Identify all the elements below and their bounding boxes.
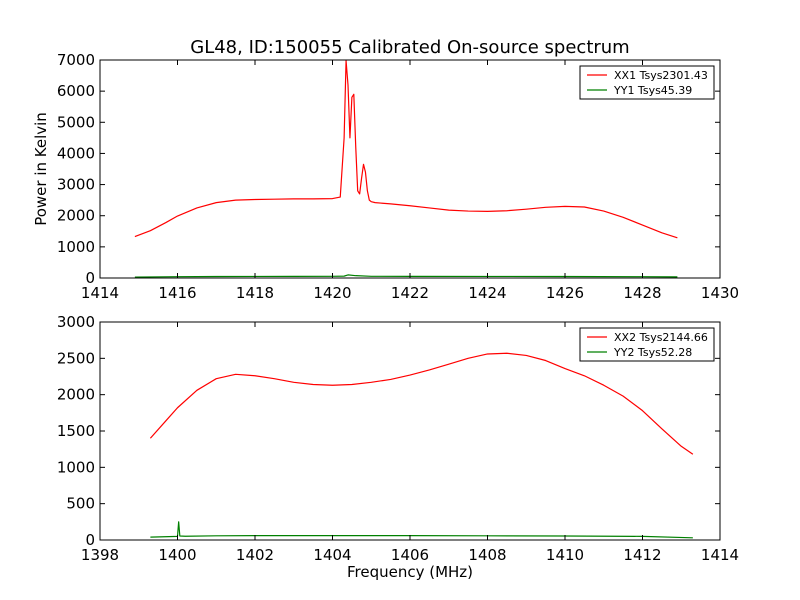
x-tick-label: 1414 <box>701 546 739 564</box>
x-tick-label: 1406 <box>391 546 429 564</box>
y-tick-label: 1500 <box>57 422 95 440</box>
y-tick-label: 4000 <box>57 144 95 162</box>
series-line-xx <box>149 352 694 455</box>
legend: XX2 Tsys2144.66 YY2 Tsys52.28 <box>579 327 715 362</box>
y-tick-label: 3000 <box>57 176 95 194</box>
y-tick-label: 0 <box>85 531 95 549</box>
y-tick-label: 3000 <box>57 313 95 331</box>
y-tick-label: 5000 <box>57 113 95 131</box>
x-tick-label: 1400 <box>158 546 196 564</box>
x-tick-label: 1416 <box>158 284 196 302</box>
series-line-yy <box>150 521 693 539</box>
bottom-spectrum-panel: 1398 1400 1402 1404 1406 1408 1410 1412 1414 0 500… <box>57 313 739 581</box>
y-tick-label: 1000 <box>57 238 95 256</box>
y-tick-label: 2000 <box>57 207 95 225</box>
x-tick-label: 1422 <box>391 284 429 302</box>
legend-label-xx: XX1 Tsys2301.43 <box>614 69 708 82</box>
x-tick-label: 1430 <box>701 284 739 302</box>
legend: XX1 Tsys2301.43 YY1 Tsys45.39 <box>579 65 715 100</box>
legend-box <box>579 65 715 100</box>
legend-label-xx: XX2 Tsys2144.66 <box>614 331 708 344</box>
y-tick-label: 2000 <box>57 386 95 404</box>
x-tick-label: 1398 <box>81 546 119 564</box>
y-axis-label: Power in Kelvin <box>32 112 50 226</box>
x-tick-label: 1418 <box>236 284 274 302</box>
legend-label-yy: YY1 Tsys45.39 <box>613 84 692 97</box>
top-spectrum-panel: 1414 1416 1418 1420 1422 1424 1426 1428 1430 0 100… <box>32 51 739 302</box>
x-tick-label: 1414 <box>81 284 119 302</box>
x-tick-label: 1410 <box>546 546 584 564</box>
y-tick-label: 6000 <box>57 82 95 100</box>
x-tick-label: 1412 <box>623 546 661 564</box>
x-tick-label: 1404 <box>313 546 351 564</box>
figure-title: GL48, ID:150055 Calibrated On-source spe… <box>190 37 629 58</box>
x-tick-label: 1402 <box>236 546 274 564</box>
legend-box <box>579 327 715 362</box>
y-tick-label: 2500 <box>57 349 95 367</box>
y-tick-label: 7000 <box>57 51 95 69</box>
x-axis-label: Frequency (MHz) <box>347 563 473 581</box>
x-tick-label: 1420 <box>313 284 351 302</box>
series-line-xx <box>134 60 678 239</box>
x-tick-label: 1426 <box>546 284 584 302</box>
x-tick-label: 1428 <box>623 284 661 302</box>
legend-label-yy: YY2 Tsys52.28 <box>613 346 692 359</box>
series-line-yy <box>134 274 678 278</box>
y-tick-label: 500 <box>66 495 95 513</box>
x-tick-label: 1424 <box>468 284 506 302</box>
y-tick-label: 0 <box>85 269 95 287</box>
x-tick-label: 1408 <box>468 546 506 564</box>
y-tick-label: 1000 <box>57 458 95 476</box>
